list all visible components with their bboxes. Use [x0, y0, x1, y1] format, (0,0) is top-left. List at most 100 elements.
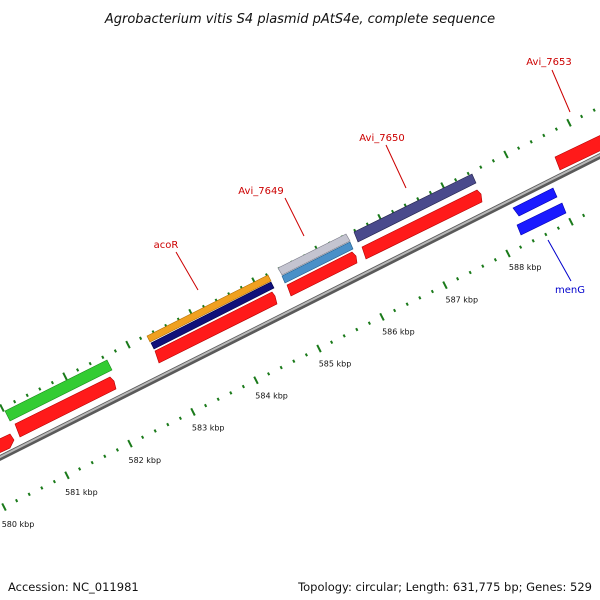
ruler-tick — [52, 479, 56, 484]
ruler-tick — [418, 296, 422, 300]
ruler-label: 587 kbp — [445, 295, 478, 304]
ruler-label: 586 kbp — [382, 327, 415, 336]
gene-arrow-Avi_7650[interactable] — [361, 189, 483, 260]
ruler-tick — [292, 359, 296, 364]
ruler-tick — [367, 321, 371, 325]
ruler-tick — [115, 448, 119, 452]
outer-tick — [542, 133, 546, 138]
ruler-label: 584 kbp — [255, 392, 288, 401]
ruler-tick — [204, 403, 208, 408]
ruler-tick — [153, 429, 157, 433]
ruler-tick — [379, 312, 385, 321]
leader-Avi_7649 — [284, 197, 305, 237]
outer-tick — [403, 203, 407, 207]
gene-bar-navy[interactable] — [150, 281, 275, 350]
ruler-tick — [393, 308, 397, 313]
ruler-tick — [430, 289, 434, 294]
outer-tick — [580, 114, 584, 119]
ruler-tick — [166, 422, 170, 427]
ruler-tick — [531, 239, 535, 243]
outer-tick — [139, 336, 143, 341]
label-acoR[interactable]: acoR — [154, 240, 179, 251]
leader-menG — [547, 239, 572, 282]
outer-tick — [554, 127, 558, 131]
leader-Avi_7650 — [385, 144, 407, 189]
backbone — [0, 152, 600, 462]
ruler-tick — [582, 213, 586, 218]
ruler-tick — [15, 498, 19, 503]
leader-Avi_7653 — [551, 69, 571, 113]
ruler-tick — [253, 376, 259, 385]
outer-tick — [479, 165, 483, 169]
ruler-tick — [103, 454, 107, 459]
outer-tick — [391, 209, 395, 214]
outer-tick — [13, 399, 17, 404]
outer-tick — [491, 159, 495, 163]
label-Avi_7653[interactable]: Avi_7653 — [526, 57, 571, 68]
ruler-tick — [241, 384, 245, 389]
label-Avi_7649[interactable]: Avi_7649 — [238, 186, 283, 197]
ruler-tick-track — [1, 213, 586, 512]
gene-arrow-red-1[interactable] — [14, 376, 117, 438]
ruler-tick — [304, 353, 308, 357]
outer-tick — [50, 380, 54, 385]
ruler-tick — [330, 340, 334, 344]
outer-tick — [454, 178, 458, 182]
ruler-label: 588 kbp — [509, 263, 542, 272]
summary-text: Topology: circular; Length: 631,775 bp; … — [298, 580, 592, 594]
outer-tick — [38, 387, 42, 391]
outer-tick — [25, 393, 29, 398]
ruler-tick — [468, 270, 472, 275]
gene-arrow-acoR[interactable] — [154, 291, 278, 364]
ruler-label: 582 kbp — [128, 456, 161, 465]
gene-bar-steel[interactable] — [281, 241, 354, 284]
ruler-tick — [316, 344, 322, 353]
outer-tick — [503, 150, 509, 159]
outer-tick — [113, 349, 117, 353]
ruler-label: 580 kbp — [2, 520, 35, 529]
ruler-tick — [456, 277, 460, 281]
ruler-tick — [519, 245, 523, 249]
ruler-tick — [64, 471, 70, 480]
outer-tick — [125, 340, 131, 349]
gene-bar-silver[interactable] — [277, 233, 351, 276]
ruler-tick — [481, 264, 485, 268]
ruler-tick — [40, 486, 44, 490]
gene-bar-green[interactable] — [4, 359, 113, 422]
ruler-tick — [556, 226, 560, 230]
outer-tick — [101, 355, 105, 360]
gene-arrow-Avi_7649[interactable] — [286, 251, 358, 297]
outer-tick — [566, 118, 572, 127]
ruler-tick — [279, 365, 283, 370]
outer-tick — [529, 140, 533, 144]
ruler-tick — [544, 232, 548, 237]
label-Avi_7650[interactable]: Avi_7650 — [359, 133, 404, 144]
gene-arrow-menG-2[interactable] — [516, 202, 567, 236]
leader-acoR — [175, 251, 199, 291]
ruler-tick — [442, 281, 448, 290]
accession-text: Accession: NC_011981 — [8, 580, 139, 594]
ruler-tick — [141, 435, 145, 440]
gene-bar-orange[interactable] — [146, 274, 272, 343]
gene-arrow-Avi_7653[interactable] — [554, 133, 600, 171]
ruler-tick — [1, 502, 7, 512]
outer-tick — [62, 372, 68, 381]
gene-bar-slate[interactable] — [353, 173, 477, 243]
ruler-tick — [178, 416, 182, 421]
ruler-tick — [505, 249, 511, 258]
ruler-tick — [493, 258, 497, 262]
outer-tick — [466, 171, 470, 176]
ruler-tick — [127, 439, 133, 448]
outer-tick — [76, 368, 80, 372]
gene-arrow-partial-left[interactable] — [0, 433, 15, 455]
ruler-tick — [355, 327, 359, 332]
ruler-tick — [229, 391, 233, 395]
outer-tick — [416, 197, 420, 201]
ruler-tick — [342, 334, 346, 338]
gene-arrow-menG-1[interactable] — [512, 187, 558, 217]
features — [0, 133, 600, 455]
ruler-tick — [216, 397, 220, 402]
ruler-tick — [568, 217, 574, 226]
ruler-tick — [267, 372, 271, 376]
label-menG[interactable]: menG — [555, 285, 585, 296]
